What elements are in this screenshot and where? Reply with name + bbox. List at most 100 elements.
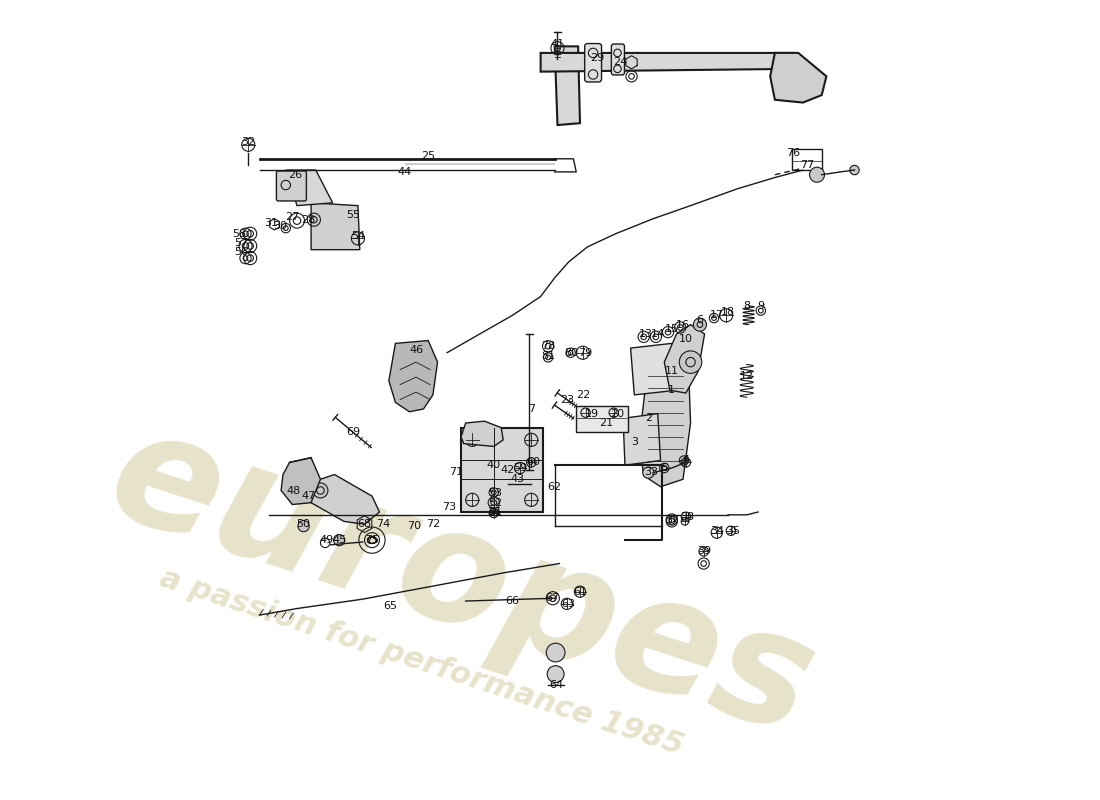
Polygon shape <box>311 203 360 250</box>
Text: 51: 51 <box>488 507 503 517</box>
Text: 58: 58 <box>232 229 246 238</box>
Circle shape <box>298 521 309 532</box>
Text: 28: 28 <box>301 214 316 225</box>
Circle shape <box>333 534 344 546</box>
Text: 43: 43 <box>510 474 525 484</box>
Text: 45: 45 <box>332 535 346 545</box>
Text: 3: 3 <box>630 437 638 446</box>
Text: 21: 21 <box>600 418 614 428</box>
Circle shape <box>547 666 564 682</box>
Text: 12: 12 <box>739 371 754 381</box>
Polygon shape <box>554 46 580 125</box>
Text: 47: 47 <box>301 491 316 501</box>
Polygon shape <box>461 421 503 446</box>
FancyBboxPatch shape <box>585 43 602 82</box>
Text: 32: 32 <box>241 137 255 147</box>
Text: 74: 74 <box>376 519 390 530</box>
Text: 55: 55 <box>346 210 360 220</box>
Text: 60: 60 <box>526 458 540 467</box>
Text: 2: 2 <box>645 414 652 423</box>
Text: 10: 10 <box>679 334 693 344</box>
Text: 72: 72 <box>426 519 440 530</box>
Text: 76: 76 <box>786 148 801 158</box>
Text: 56: 56 <box>234 247 248 258</box>
Circle shape <box>680 351 702 374</box>
Text: 13: 13 <box>639 329 652 339</box>
Polygon shape <box>630 343 676 395</box>
Text: 18: 18 <box>720 307 735 318</box>
FancyBboxPatch shape <box>276 171 307 201</box>
Text: 65: 65 <box>384 601 398 610</box>
Text: 29: 29 <box>590 53 604 62</box>
Text: 4: 4 <box>682 455 690 466</box>
Text: 5: 5 <box>661 463 668 473</box>
Text: 79: 79 <box>579 348 593 358</box>
Text: 22: 22 <box>575 390 590 400</box>
Polygon shape <box>307 474 380 524</box>
Text: 53: 53 <box>488 488 503 498</box>
Text: 24: 24 <box>613 58 627 67</box>
Circle shape <box>810 167 825 182</box>
Text: 57: 57 <box>233 238 248 248</box>
Text: 81: 81 <box>541 350 556 361</box>
Circle shape <box>850 166 859 174</box>
Circle shape <box>547 643 565 662</box>
Text: 36: 36 <box>487 507 500 517</box>
Text: 40: 40 <box>486 460 500 470</box>
Text: 37: 37 <box>664 514 679 525</box>
Text: 64: 64 <box>550 680 563 690</box>
Text: 54: 54 <box>351 230 365 241</box>
Polygon shape <box>639 359 691 486</box>
Text: 75: 75 <box>365 535 380 545</box>
Text: 73: 73 <box>442 502 455 512</box>
Text: 7: 7 <box>528 404 535 414</box>
Text: 39: 39 <box>697 546 712 556</box>
Polygon shape <box>770 53 826 102</box>
Polygon shape <box>540 53 795 72</box>
Text: 41: 41 <box>550 38 564 49</box>
Text: 6: 6 <box>696 315 703 325</box>
Text: a passion for performance 1985: a passion for performance 1985 <box>156 563 688 761</box>
Text: 33: 33 <box>645 466 658 477</box>
Text: 67: 67 <box>546 594 560 603</box>
Polygon shape <box>388 341 438 412</box>
FancyBboxPatch shape <box>792 150 822 170</box>
Text: 30: 30 <box>273 222 287 231</box>
Text: 69: 69 <box>346 427 361 438</box>
Text: 11: 11 <box>664 366 679 377</box>
Text: 78: 78 <box>541 341 556 351</box>
Text: 59: 59 <box>513 463 527 473</box>
Polygon shape <box>664 325 705 393</box>
Text: 52: 52 <box>488 498 503 508</box>
Text: 77: 77 <box>801 160 815 170</box>
Text: 14: 14 <box>651 329 664 339</box>
Text: 25: 25 <box>421 151 436 161</box>
Text: 35: 35 <box>726 526 739 536</box>
Text: 20: 20 <box>610 409 625 418</box>
Text: 44: 44 <box>397 167 411 177</box>
Circle shape <box>642 467 654 478</box>
Text: 9: 9 <box>757 301 764 311</box>
Text: 31: 31 <box>264 218 278 227</box>
FancyBboxPatch shape <box>576 406 628 432</box>
Text: europes: europes <box>91 396 832 769</box>
Text: 16: 16 <box>676 320 690 330</box>
Circle shape <box>508 474 527 494</box>
Text: 66: 66 <box>506 596 519 606</box>
FancyBboxPatch shape <box>461 428 543 512</box>
Text: 8: 8 <box>744 301 750 311</box>
Text: 71: 71 <box>449 466 463 477</box>
Text: 34: 34 <box>710 526 724 536</box>
Text: 49: 49 <box>320 535 334 545</box>
Text: 27: 27 <box>285 212 299 222</box>
Text: 63: 63 <box>562 599 575 609</box>
Polygon shape <box>282 458 320 505</box>
FancyBboxPatch shape <box>612 44 625 75</box>
Text: 38: 38 <box>681 512 695 522</box>
Text: 23: 23 <box>560 394 574 405</box>
Text: 1: 1 <box>669 386 675 395</box>
Circle shape <box>284 174 300 190</box>
Text: 46: 46 <box>410 345 424 355</box>
Text: 15: 15 <box>664 324 679 334</box>
Text: 61: 61 <box>573 586 587 597</box>
